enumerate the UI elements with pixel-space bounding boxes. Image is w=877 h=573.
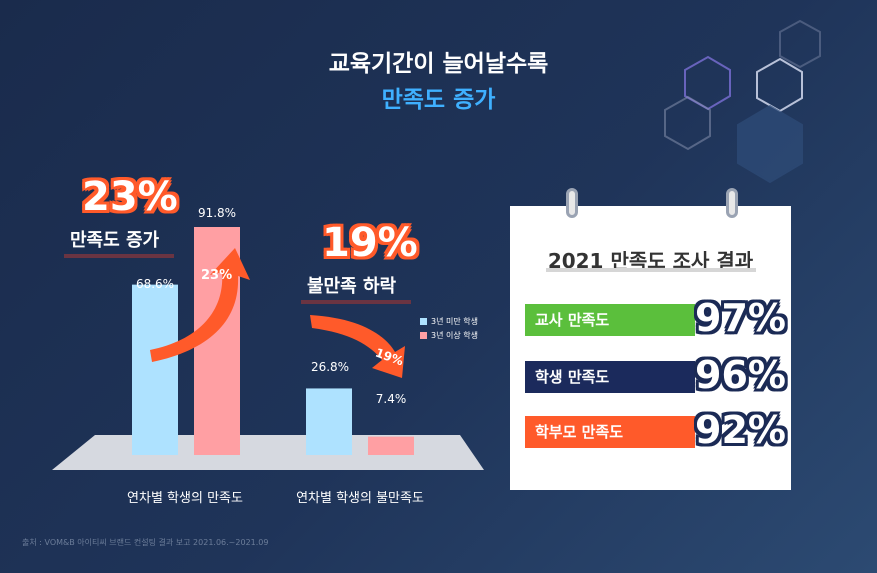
decrease-percent: 19%	[322, 220, 418, 266]
bar-label: 7.4%	[375, 392, 407, 406]
bar-label: 68.6%	[135, 277, 175, 291]
binder-ring-icon	[566, 188, 578, 218]
bar-label: 91.8%	[197, 206, 237, 220]
category-label: 연차별 학생의 불만족도	[296, 491, 424, 506]
hexagon-decoration-icon	[664, 20, 821, 184]
result-row-teacher: 교사 만족도	[525, 304, 695, 336]
binder-ring-icon	[726, 188, 738, 218]
legend-item: 3년 이상 학생	[420, 330, 478, 341]
page-title: 교육기간이 늘어날수록	[328, 51, 549, 77]
decrease-tag: 불만족 하락	[301, 270, 411, 304]
increase-percent: 23%	[82, 174, 178, 220]
result-pct-student: 96%	[695, 353, 786, 397]
chart-floor	[52, 435, 484, 470]
result-pct-teacher: 97%	[695, 296, 786, 340]
legend: 3년 미만 학생 3년 이상 학생	[420, 316, 478, 341]
arrow-label: 23%	[201, 268, 233, 283]
page-subtitle: 만족도 증가	[381, 87, 496, 113]
result-row-parent: 학부모 만족도	[525, 416, 695, 448]
bar	[306, 388, 352, 455]
decrease-arrow-icon	[310, 315, 405, 378]
card-title-underline	[546, 268, 756, 272]
bar-label: 26.8%	[310, 360, 350, 374]
bar	[368, 436, 414, 455]
source-note: 출처 : VOM&B 아이티씨 브랜드 컨설팅 결과 보고 2021.06.~2…	[22, 538, 269, 547]
increase-tag: 만족도 증가	[64, 224, 174, 258]
bar	[132, 284, 178, 455]
result-pct-parent: 92%	[695, 408, 786, 452]
legend-item: 3년 미만 학생	[420, 316, 478, 327]
increase-arrow-icon	[150, 248, 250, 362]
category-label: 연차별 학생의 만족도	[127, 491, 243, 506]
result-row-student: 학생 만족도	[525, 361, 695, 393]
